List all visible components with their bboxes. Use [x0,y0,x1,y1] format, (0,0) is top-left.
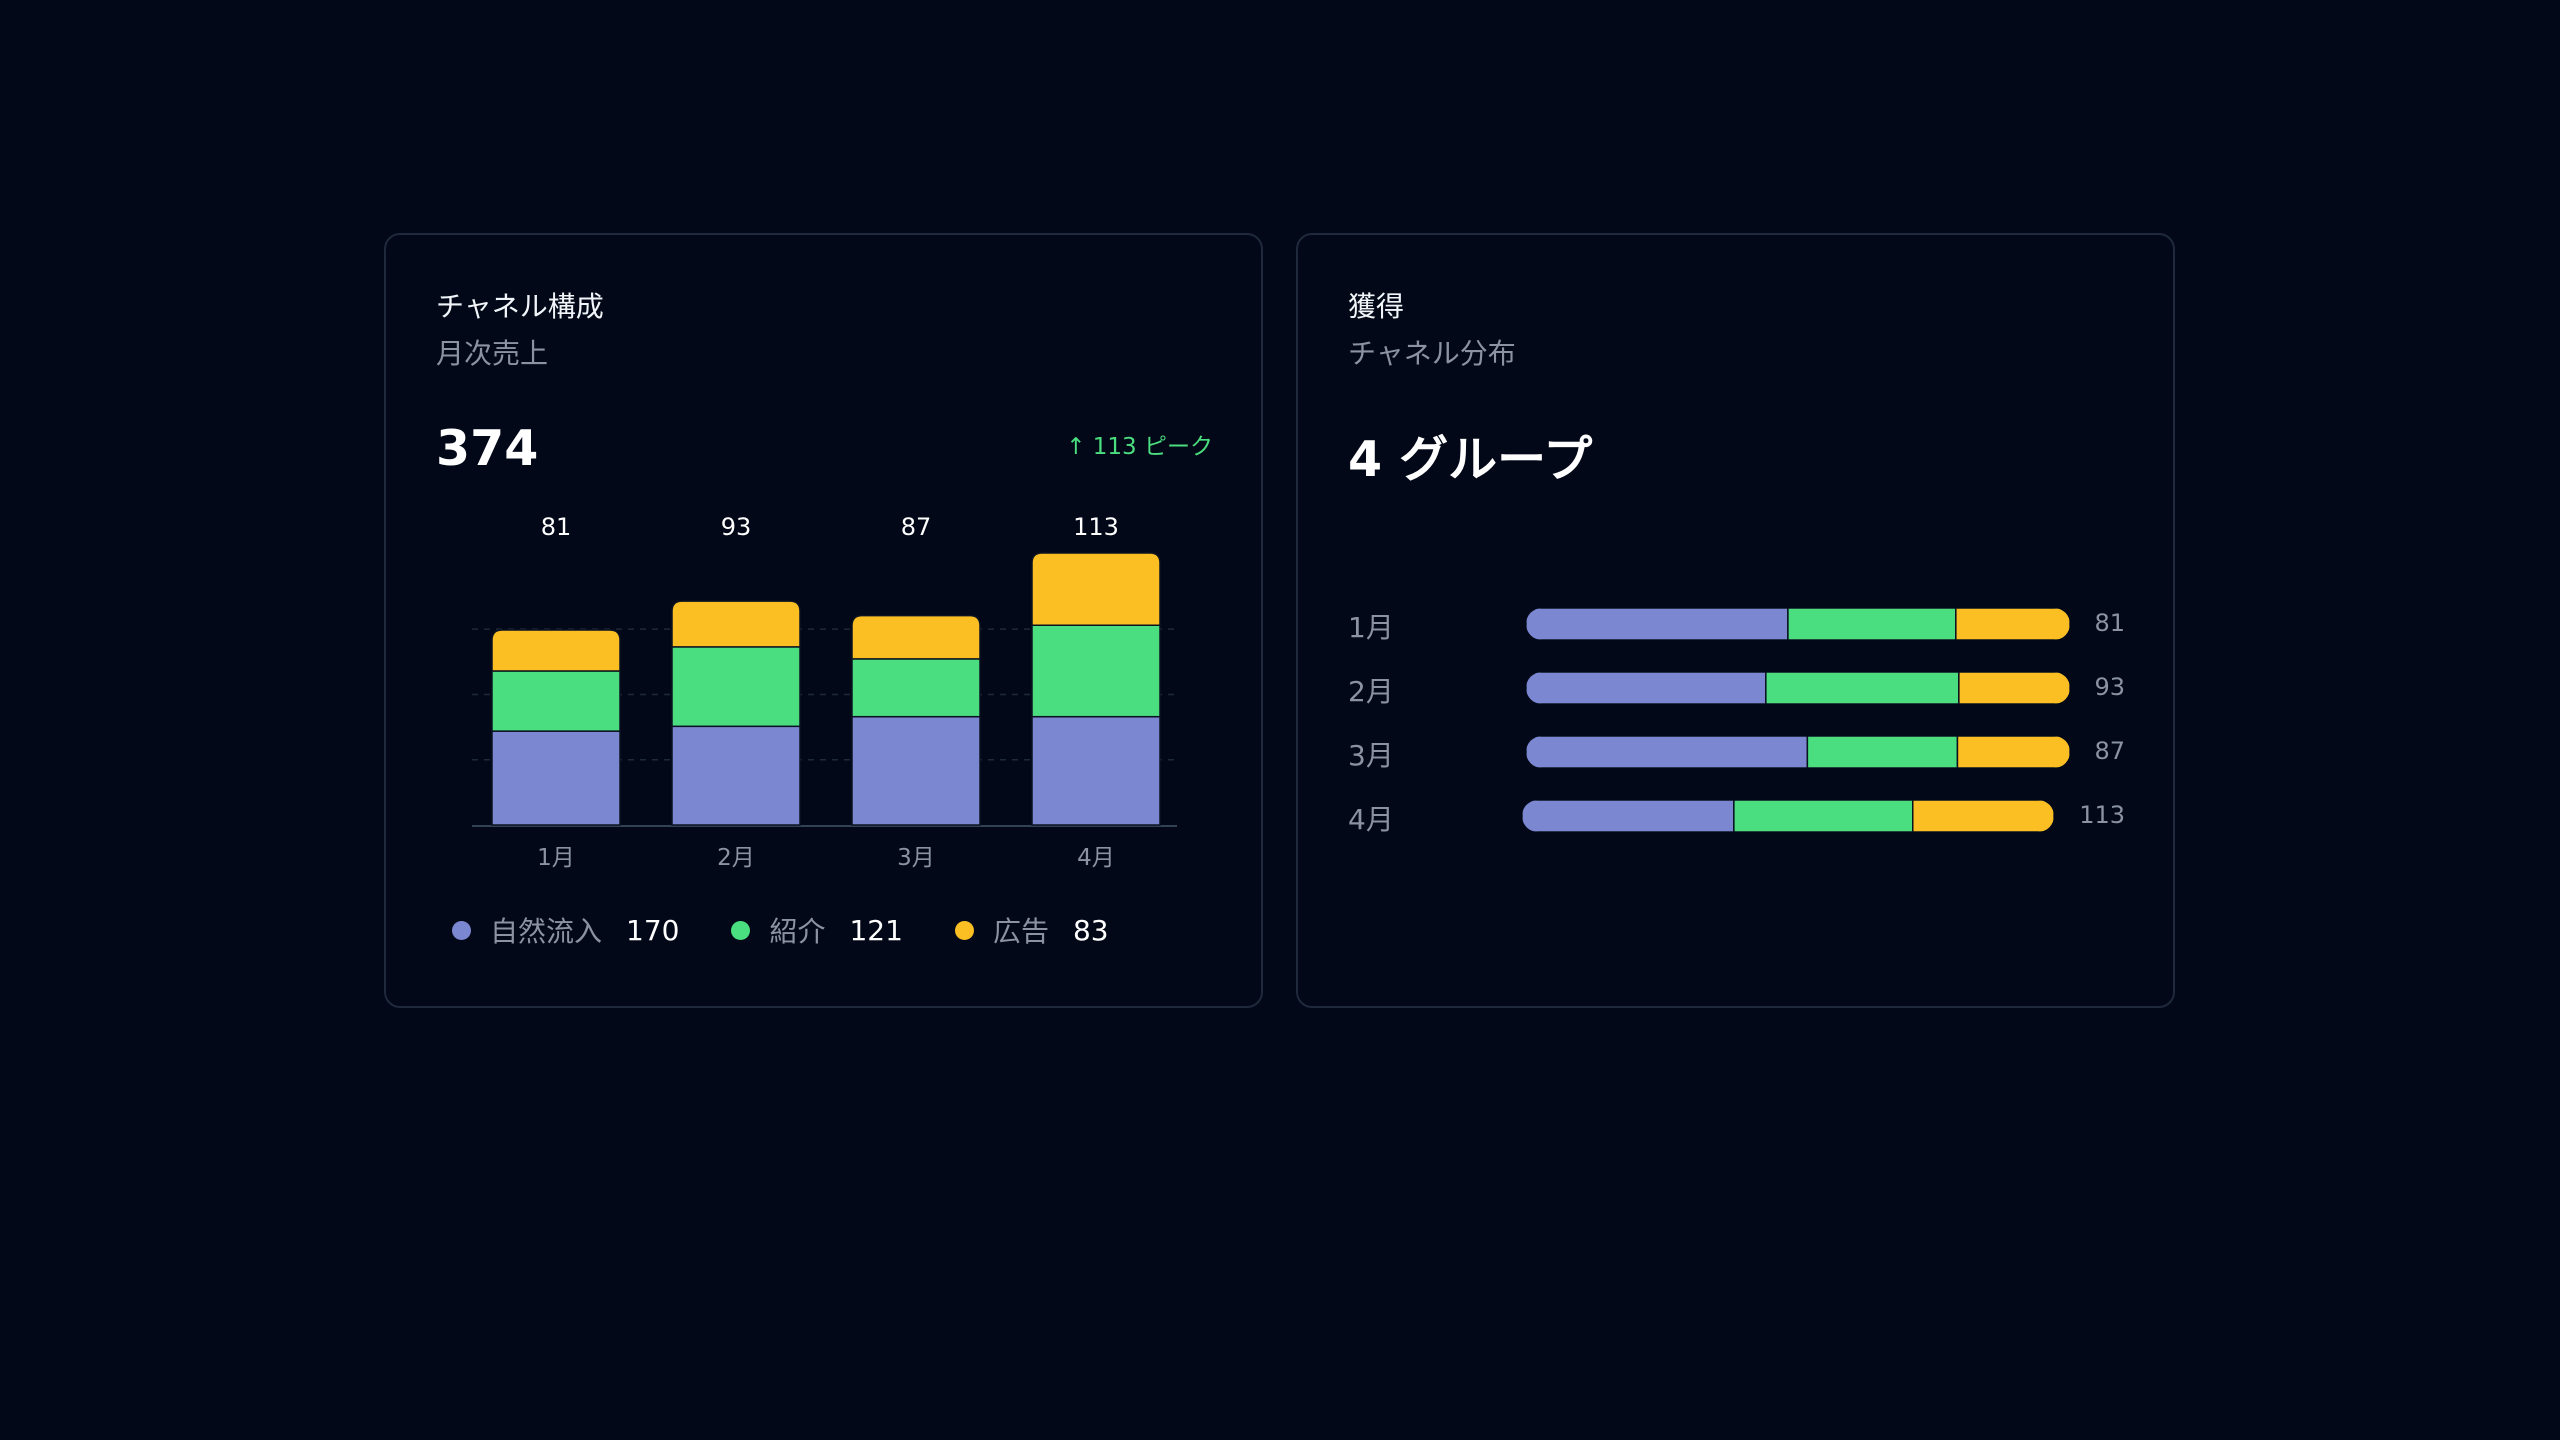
legend-label: 広告 [992,915,1049,948]
hbar-category-label: 4月 [1348,803,1394,836]
hbar-category-label: 2月 [1348,675,1394,708]
bar-segment-ads[interactable] [1031,552,1161,626]
hbar-segment-referral[interactable] [1765,672,1960,704]
hbar-segment-organic[interactable] [1526,608,1789,640]
legend-item[interactable]: 紹介 121 [731,910,903,950]
hbar-segment-organic[interactable] [1522,800,1735,832]
bar-segment-referral[interactable] [1031,624,1161,718]
bar-segment-organic[interactable] [1031,715,1161,826]
legend-item[interactable]: 自然流入 170 [452,910,679,950]
card-subtitle: 月次売上 [436,337,549,370]
stacked-bar-chart: 81 1月 93 2月 87 3月 113 4月 [472,513,1177,871]
hbar-total-label: 93 [2094,673,2125,701]
peak-indicator: ↑ 113 ピーク [1066,434,1213,460]
hbar-total-label: 81 [2094,609,2125,637]
bar-segment-organic[interactable] [671,725,801,826]
hbar-row[interactable] [1522,800,2054,832]
hbar-segment-referral[interactable] [1733,800,1914,832]
hbar-row[interactable] [1526,608,2070,640]
legend-value: 83 [1072,913,1109,947]
bar-segment-ads[interactable] [851,614,981,660]
total-value: 374 [436,420,539,477]
hbar-segment-referral[interactable] [1806,736,1959,768]
hbar-total-label: 113 [2079,801,2125,829]
revenue-card: チャネル構成 月次売上 374 ↑ 113 ピーク 81 1月 93 2月 87 3月 11… [384,233,1263,1008]
bar-total-label: 81 [541,513,572,541]
hbar-category-label: 1月 [1348,611,1394,644]
hbar-total-label: 87 [2094,737,2125,765]
card-subtitle: チャネル分布 [1348,337,1516,370]
hbar-segment-organic[interactable] [1526,736,1809,768]
acquisition-card: 獲得 チャネル分布 4 グループ 1月 81 2月 93 3月 87 4月 113 [1296,233,2175,1008]
x-tick-label: 2月 [717,845,755,871]
hbar-segment-ads[interactable] [1955,608,2070,640]
bar-segment-ads[interactable] [491,629,621,672]
hbar-segment-organic[interactable] [1526,672,1767,704]
x-tick-label: 1月 [537,845,575,871]
hbar-category-label: 3月 [1348,739,1394,772]
legend-label: 自然流入 [490,915,603,948]
legend-value: 170 [626,913,680,947]
legend-dot-icon [731,920,751,940]
bar-segment-ads[interactable] [671,600,801,648]
hbar-segment-referral[interactable] [1787,608,1957,640]
card-title: 獲得 [1348,290,1405,323]
hbar-segment-ads[interactable] [1958,672,2070,704]
legend-dot-icon [954,920,974,940]
legend-item[interactable]: 広告 83 [954,910,1109,950]
x-tick-label: 3月 [897,845,935,871]
group-count: 4 グループ [1348,431,1593,488]
legend-label: 紹介 [769,915,826,948]
bar-total-label: 87 [901,513,932,541]
x-tick-label: 4月 [1077,845,1115,871]
card-title: チャネル構成 [436,290,604,323]
bar-segment-referral[interactable] [851,658,981,718]
chart-legend: 自然流入 170 紹介 121 広告 83 [452,910,1161,950]
bar-total-label: 113 [1073,513,1119,541]
hbar-segment-ads[interactable] [1912,800,2054,832]
bar-segment-referral[interactable] [491,670,621,732]
hbar-row[interactable] [1526,672,2070,704]
legend-value: 121 [849,913,903,947]
bar-segment-organic[interactable] [491,730,621,826]
hbar-row[interactable] [1526,736,2070,768]
bar-segment-organic[interactable] [851,715,981,826]
bar-segment-referral[interactable] [671,646,801,728]
legend-dot-icon [452,920,471,940]
bar-total-label: 93 [721,513,752,541]
hbar-segment-ads[interactable] [1956,736,2070,768]
horizontal-stacked-bar-chart [1522,608,2070,832]
